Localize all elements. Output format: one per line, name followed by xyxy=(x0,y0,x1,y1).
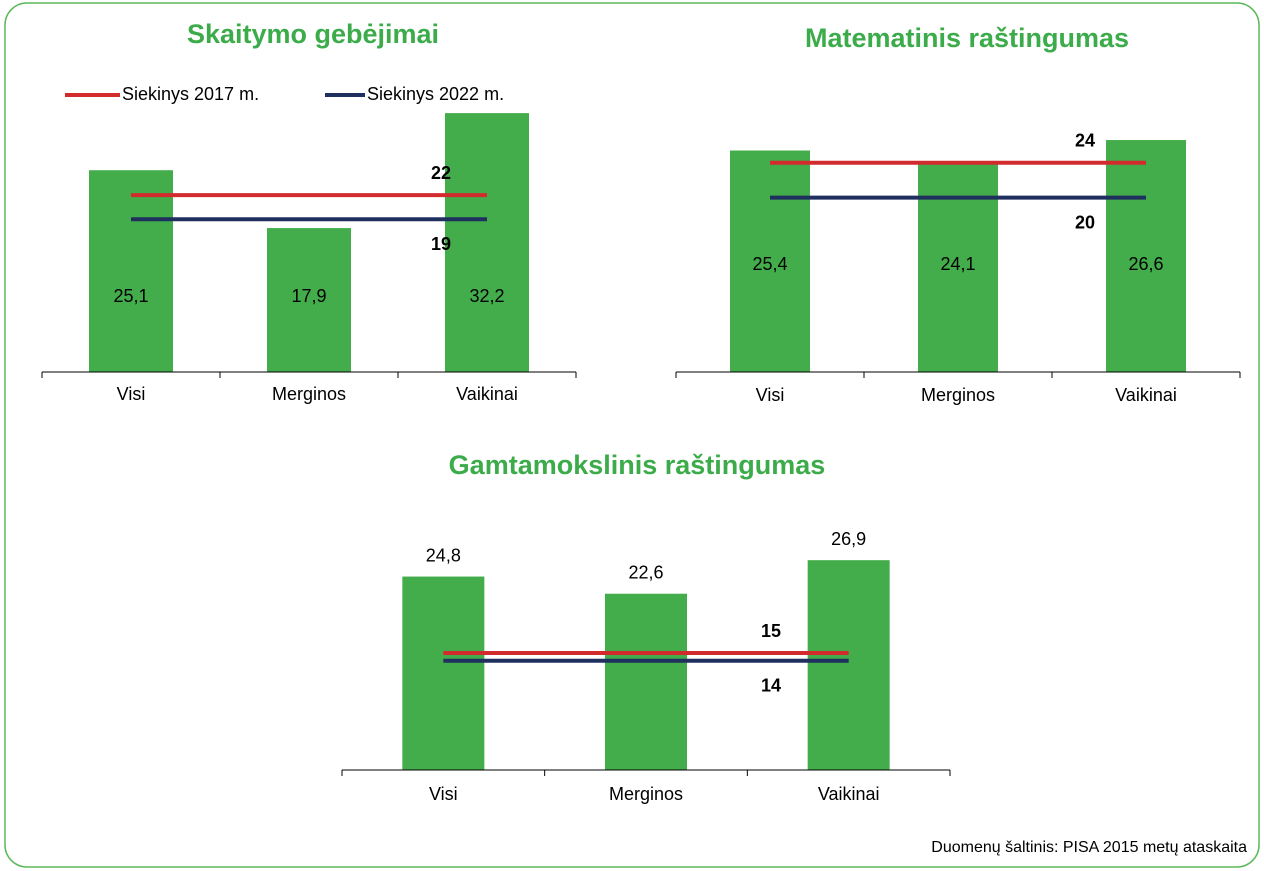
bar xyxy=(402,576,485,770)
target-label: 14 xyxy=(761,676,781,696)
x-tick-label: Visi xyxy=(756,385,785,405)
legend-label: Siekinys 2017 m. xyxy=(122,84,259,104)
legend-label: Siekinys 2022 m. xyxy=(367,84,504,104)
bar xyxy=(1106,140,1186,372)
x-tick-label: Visi xyxy=(117,384,146,404)
x-tick-label: Vaikinai xyxy=(818,784,880,804)
bar xyxy=(89,170,173,372)
value-label: 25,1 xyxy=(113,286,148,306)
target-label: 19 xyxy=(431,234,451,254)
value-label: 22,6 xyxy=(628,562,663,582)
target-label: 15 xyxy=(761,621,781,641)
x-tick-label: Merginos xyxy=(272,384,346,404)
x-tick-label: Vaikinai xyxy=(456,384,518,404)
target-label: 22 xyxy=(431,163,451,183)
value-label: 24,1 xyxy=(940,254,975,274)
bar xyxy=(445,113,529,372)
chart-title: Skaitymo gebėjimai xyxy=(187,19,439,49)
value-label: 25,4 xyxy=(752,254,787,274)
bar xyxy=(807,560,890,770)
x-tick-label: Visi xyxy=(429,784,458,804)
x-tick-label: Merginos xyxy=(609,784,683,804)
chart-title: Matematinis raštingumas xyxy=(805,23,1129,53)
target-label: 20 xyxy=(1075,212,1095,232)
value-label: 32,2 xyxy=(469,286,504,306)
frame xyxy=(4,2,1260,868)
target-label: 24 xyxy=(1075,130,1095,150)
chart-title: Gamtamokslinis raštingumas xyxy=(449,450,826,480)
value-label: 26,6 xyxy=(1128,254,1163,274)
value-label: 26,9 xyxy=(831,529,866,549)
x-tick-label: Merginos xyxy=(921,385,995,405)
value-label: 24,8 xyxy=(426,545,461,565)
bar xyxy=(267,228,351,372)
source: Duomenų šaltinis: PISA 2015 metų ataskai… xyxy=(931,839,1247,856)
value-label: 17,9 xyxy=(291,286,326,306)
bar xyxy=(605,593,687,770)
x-tick-label: Vaikinai xyxy=(1115,385,1177,405)
bar xyxy=(730,150,810,372)
